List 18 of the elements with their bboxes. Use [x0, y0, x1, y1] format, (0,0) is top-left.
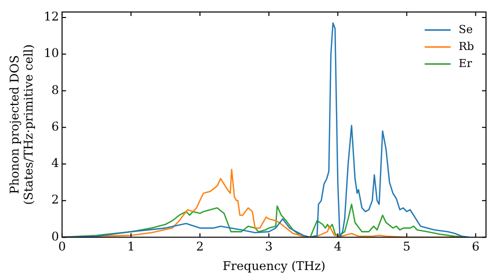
x-axis-title: Frequency (THz) [222, 258, 326, 273]
y-tick-label: 8 [51, 82, 60, 97]
legend-label: Se [458, 22, 473, 36]
x-tick-label: 2 [196, 240, 204, 254]
x-tick-label: 4 [334, 240, 342, 254]
x-tick-label: 6 [472, 240, 480, 254]
y-tick-label: 10 [44, 46, 60, 60]
x-tick-label: 3 [265, 240, 273, 254]
y-tick-label: 4 [51, 156, 60, 170]
y-tick-label: 2 [51, 192, 60, 207]
y-tick-label: 12 [44, 10, 60, 24]
legend-label: Rb [458, 40, 474, 53]
legend-label: Er [458, 56, 473, 70]
y-tick-label: 0 [51, 229, 60, 244]
y-tick-label: 6 [51, 119, 60, 134]
y-axis-title: Phonon projected DOS (States/THz·primitive cell) [7, 44, 36, 205]
x-tick-label: 1 [127, 240, 135, 254]
x-tick-label: 5 [402, 240, 411, 254]
